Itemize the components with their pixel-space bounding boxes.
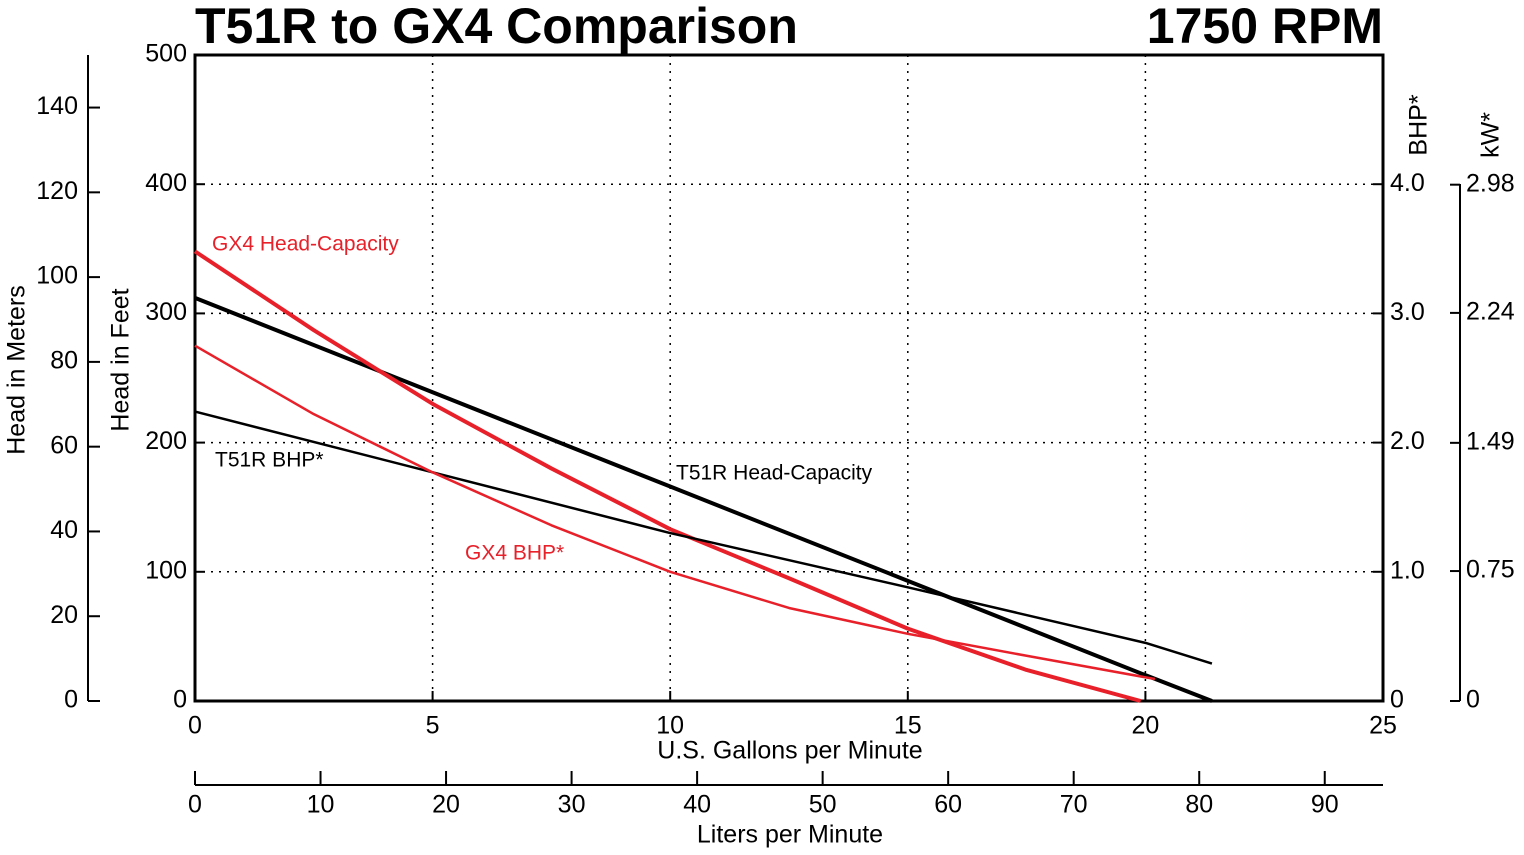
x2-tick-label: 10 — [307, 791, 335, 819]
y4-tick-label: 0.75 — [1466, 556, 1515, 584]
series-line — [194, 296, 1213, 703]
y4-tick-label: 2.98 — [1466, 169, 1515, 197]
x2-tick-label: 80 — [1185, 791, 1213, 819]
y-tick-label: 300 — [145, 298, 187, 326]
x2-tick-label: 30 — [558, 791, 586, 819]
x2-tick-label: 70 — [1060, 791, 1088, 819]
series-label: GX4 Head-Capacity — [212, 233, 399, 256]
y-tick-label: 100 — [145, 556, 187, 584]
y2-tick-label: 3.0 — [1390, 298, 1425, 326]
x-tick-label: 25 — [1369, 712, 1397, 740]
x-tick-label: 0 — [188, 712, 202, 740]
x2-tick-label: 90 — [1311, 791, 1339, 819]
y4-tick-label: 2.24 — [1466, 298, 1515, 326]
y4-tick-label: 0 — [1466, 686, 1480, 714]
x2-tick-label: 40 — [683, 791, 711, 819]
y3-tick-label: 140 — [36, 92, 78, 120]
series-line — [193, 249, 1142, 703]
series-label: T51R Head-Capacity — [676, 462, 873, 485]
x-tick-label: 10 — [656, 712, 684, 740]
series-line — [194, 410, 1213, 665]
y4-tick-label: 1.49 — [1466, 427, 1515, 455]
x2-tick-label: 0 — [188, 791, 202, 819]
y3-tick-label: 80 — [50, 347, 78, 375]
series-line — [194, 344, 1156, 681]
y2-axis-label: BHP* — [1405, 94, 1433, 155]
series-label: T51R BHP* — [215, 449, 324, 472]
y-tick-label: 400 — [145, 169, 187, 197]
x-axis-label: U.S. Gallons per Minute — [657, 737, 922, 765]
chart-subtitle: 1750 RPM — [1147, 0, 1383, 54]
y3-tick-label: 20 — [50, 601, 78, 629]
series-label: GX4 BHP* — [465, 542, 564, 565]
y3-tick-label: 100 — [36, 262, 78, 290]
y2-tick-label: 0 — [1390, 686, 1404, 714]
y-tick-label: 200 — [145, 427, 187, 455]
y2-tick-label: 2.0 — [1390, 427, 1425, 455]
y2-tick-label: 4.0 — [1390, 169, 1425, 197]
x-tick-label: 15 — [894, 712, 922, 740]
y3-axis-label: Head in Meters — [3, 285, 31, 455]
chart-title: T51R to GX4 Comparison — [195, 0, 798, 54]
y-axis-label: Head in Feet — [107, 288, 135, 431]
x2-tick-label: 60 — [934, 791, 962, 819]
y-tick-label: 0 — [173, 686, 187, 714]
y4-axis-label: kW* — [1477, 112, 1505, 158]
x2-axis-label: Liters per Minute — [697, 821, 883, 849]
x-tick-label: 5 — [426, 712, 440, 740]
y3-tick-label: 40 — [50, 516, 78, 544]
y3-tick-label: 120 — [36, 177, 78, 205]
x2-tick-label: 50 — [809, 791, 837, 819]
y2-tick-label: 1.0 — [1390, 556, 1425, 584]
y-tick-label: 500 — [145, 40, 187, 68]
y3-tick-label: 60 — [50, 431, 78, 459]
x2-tick-label: 20 — [432, 791, 460, 819]
plot-frame — [193, 53, 1385, 703]
y3-tick-label: 0 — [64, 686, 78, 714]
x-tick-label: 20 — [1131, 712, 1159, 740]
